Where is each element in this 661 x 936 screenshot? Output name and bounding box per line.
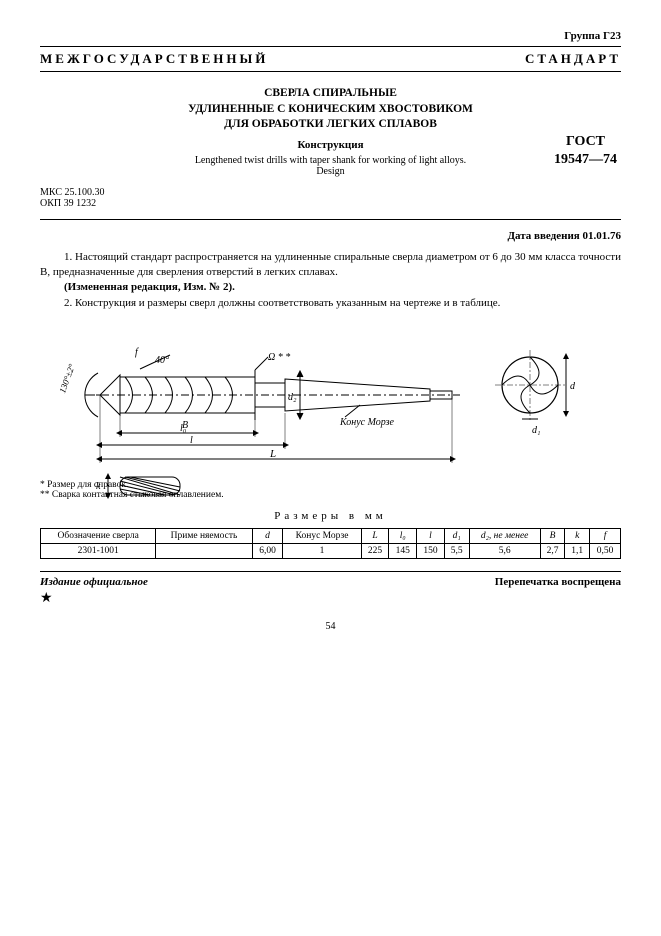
eng-line1: Lengthened twist drills with taper shank… [195,155,466,166]
d-label: d [570,381,576,392]
paragraph-1-revision: (Измененная редакция, Изм. № 2). [40,280,621,295]
omega-label: Ω * * [268,352,290,363]
okp-code: ОКП 39 1232 [40,198,621,209]
table-caption: Размеры в мм [40,510,621,522]
subtitle: Конструкция [40,139,621,151]
gost-label: ГОСТ [566,134,605,149]
page-number: 54 [40,621,621,632]
th-L: L [361,529,389,544]
mkc-code: МКС 25.100.30 [40,187,621,198]
cell-morse: 1 [283,544,361,559]
gost-num: 19547—74 [554,152,617,167]
group-label: Группа Г23 [40,30,621,42]
classification-codes: МКС 25.100.30 ОКП 39 1232 [40,187,621,209]
paragraph-1: 1. Настоящий стандарт распространяется н… [40,250,621,281]
dimensions-table: Обозначение сверла Приме няемость d Кону… [40,528,621,559]
f-label: f [135,347,139,358]
footer-right: Перепечатка воспрещена [495,576,621,588]
th-d2: d₂, не менее [469,529,540,544]
d1-label: d₁ [532,425,540,436]
footer: Издание официальное Перепечатка воспреще… [40,571,621,588]
title-line2: УДЛИНЕННЫЕ С КОНИЧЕСКИМ ХВОСТОВИКОМ [40,102,621,118]
th-B: B [540,529,565,544]
cone-label: Конус Морзе [339,417,395,428]
cell-f: 0,50 [590,544,621,559]
th-k: k [565,529,590,544]
th-d: d [252,529,283,544]
title-line3: ДЛЯ ОБРАБОТКИ ЛЕГКИХ СПЛАВОВ [40,117,621,133]
banner: МЕЖГОСУДАРСТВЕННЫЙ СТАНДАРТ [40,46,621,72]
th-l0: l₀ [389,529,417,544]
divider [40,219,621,220]
star-icon: ★ [40,590,621,607]
th-code: Обозначение сверла [41,529,156,544]
l0-label: l₀ [180,423,187,434]
english-title: Lengthened twist drills with taper shank… [40,155,621,177]
th-f: f [590,529,621,544]
th-l: l [417,529,445,544]
cell-apply [156,544,252,559]
th-morse: Конус Морзе [283,529,361,544]
l-dim-label: l [190,435,193,446]
cell-k: 1,1 [565,544,590,559]
title-block: СВЕРЛА СПИРАЛЬНЫЕ УДЛИНЕННЫЕ С КОНИЧЕСКИ… [40,86,621,133]
banner-left: МЕЖГОСУДАРСТВЕННЫЙ [40,51,268,67]
th-d1: d₁ [444,529,469,544]
eng-line2: Design [316,166,344,177]
technical-drawing: 40° 130°±2° f Ω * * d₂ Конус Морзе B l₀ … [40,325,621,470]
k-label: k [96,481,101,492]
paragraph-2: 2. Конструкция и размеры сверл должны со… [40,296,621,311]
gost-number: ГОСТ 19547—74 [554,133,617,169]
cell-code: 2301-1001 [41,544,156,559]
title-line1: СВЕРЛА СПИРАЛЬНЫЕ [40,86,621,102]
th-apply: Приме няемость [156,529,252,544]
footer-left: Издание официальное [40,576,148,588]
banner-right: СТАНДАРТ [525,51,621,67]
angle-130-label: 130°±2° [57,362,77,394]
d2-label: d₂ [288,392,297,403]
L-label: L [269,448,276,460]
effective-date: Дата введения 01.01.76 [40,230,621,242]
